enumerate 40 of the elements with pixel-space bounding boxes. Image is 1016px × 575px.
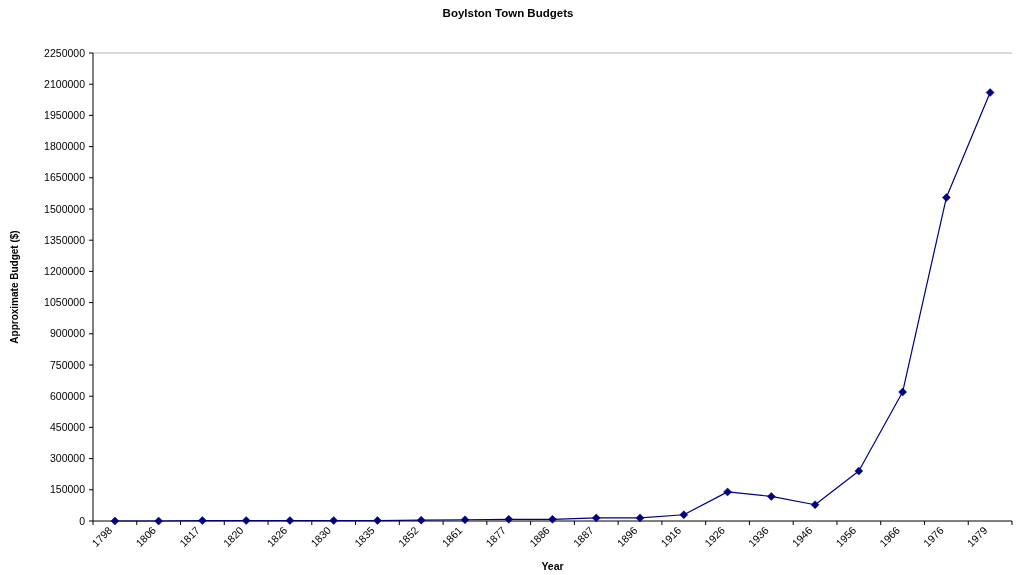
y-tick-label: 150000 bbox=[49, 483, 86, 496]
point bbox=[154, 516, 163, 526]
point bbox=[854, 466, 864, 476]
y-tick-label: 1050000 bbox=[44, 296, 86, 309]
point bbox=[592, 513, 601, 523]
point bbox=[898, 387, 907, 397]
point bbox=[329, 516, 338, 525]
point bbox=[460, 515, 470, 524]
y-tick-label: 1500000 bbox=[44, 202, 86, 215]
point bbox=[198, 516, 207, 525]
y-tick-label: 2100000 bbox=[44, 77, 86, 90]
point bbox=[241, 516, 251, 525]
y-tick-label: 1800000 bbox=[44, 140, 86, 153]
y-tick-label: 600000 bbox=[49, 389, 86, 402]
y-tick-label: 1650000 bbox=[44, 171, 86, 184]
point bbox=[110, 516, 120, 526]
y-tick-label: 0 bbox=[79, 514, 86, 527]
x-axis-title: Year bbox=[541, 560, 564, 572]
point bbox=[373, 516, 382, 525]
point bbox=[810, 500, 820, 510]
y-tick-label: 900000 bbox=[49, 327, 86, 340]
y-tick-label: 1200000 bbox=[44, 265, 86, 278]
y-tick-label: 1350000 bbox=[44, 233, 86, 246]
y-axis-title: Approximate Budget ($) bbox=[9, 230, 20, 344]
point bbox=[416, 515, 426, 525]
point bbox=[679, 510, 689, 520]
y-tick-label: 450000 bbox=[49, 421, 86, 434]
point bbox=[504, 515, 513, 524]
chart-title: Boylston Town Budgets bbox=[442, 7, 574, 19]
point bbox=[635, 513, 645, 523]
y-tick-label: 750000 bbox=[49, 358, 86, 371]
point bbox=[285, 516, 295, 525]
point bbox=[548, 515, 557, 524]
y-tick-label: 2250000 bbox=[44, 46, 86, 59]
y-tick-label: 1950000 bbox=[44, 109, 86, 122]
point bbox=[985, 88, 995, 97]
point bbox=[723, 487, 732, 497]
point bbox=[767, 492, 776, 501]
point bbox=[942, 193, 951, 202]
y-tick-label: 300000 bbox=[49, 452, 86, 465]
